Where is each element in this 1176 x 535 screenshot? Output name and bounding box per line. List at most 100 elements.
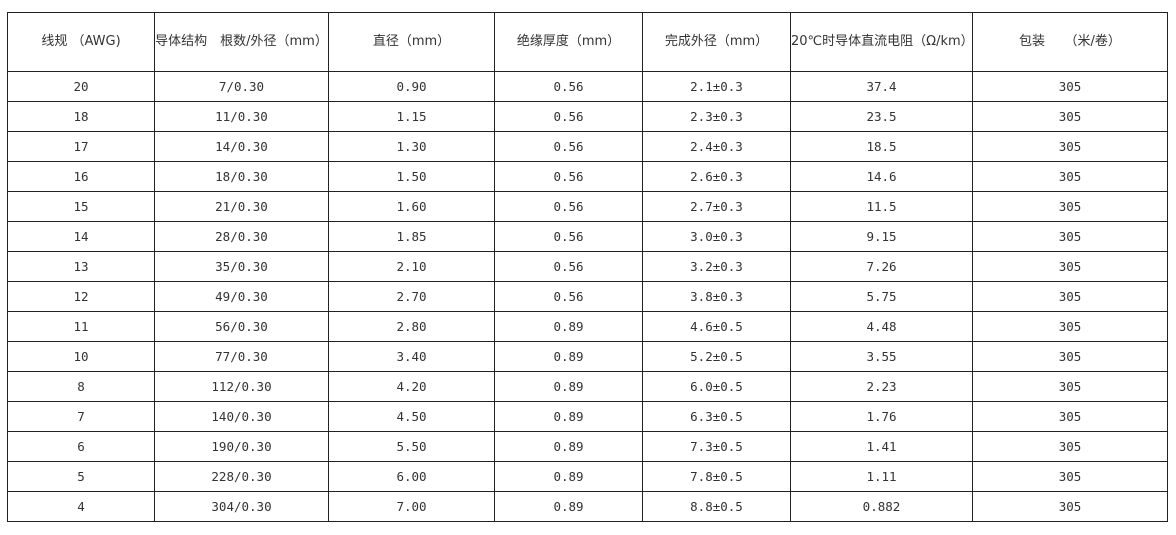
table-cell: 11 [7,311,155,342]
table-cell: 0.89 [494,491,643,522]
table-cell: 4.48 [790,311,973,342]
table-cell: 37.4 [790,71,973,102]
table-cell: 2.7±0.3 [642,191,791,222]
table-cell: 8.8±0.5 [642,491,791,522]
table-cell: 21/0.30 [154,191,329,222]
table-cell: 2.23 [790,371,973,402]
table-row: 6 190/0.30 5.50 0.89 7.3±0.5 1.41 305 [7,431,1168,462]
table-cell: 2.70 [328,281,495,312]
table-cell: 0.89 [494,431,643,462]
table-cell: 0.56 [494,251,643,282]
table-row: 15 21/0.30 1.60 0.56 2.7±0.3 11.5 305 [7,191,1168,222]
table-cell: 0.56 [494,191,643,222]
table-cell: 20 [7,71,155,102]
table-cell: 6.3±0.5 [642,401,791,432]
table-cell: 4.20 [328,371,495,402]
table-cell: 140/0.30 [154,401,329,432]
column-header: 直径（mm） [328,12,495,72]
table-row: 8 112/0.30 4.20 0.89 6.0±0.5 2.23 305 [7,371,1168,402]
table-cell: 35/0.30 [154,251,329,282]
table-cell: 1.41 [790,431,973,462]
table-cell: 5.75 [790,281,973,312]
table-cell: 18 [7,101,155,132]
table-cell: 4.6±0.5 [642,311,791,342]
table-cell: 304/0.30 [154,491,329,522]
table-cell: 7.00 [328,491,495,522]
table-cell: 2.10 [328,251,495,282]
table-cell: 1.85 [328,221,495,252]
table-row: 16 18/0.30 1.50 0.56 2.6±0.3 14.6 305 [7,161,1168,192]
table-cell: 56/0.30 [154,311,329,342]
table-cell: 1.60 [328,191,495,222]
table-cell: 14/0.30 [154,131,329,162]
table-cell: 9.15 [790,221,973,252]
table-cell: 18.5 [790,131,973,162]
table-cell: 305 [972,341,1168,372]
table-cell: 4.50 [328,401,495,432]
table-cell: 5 [7,461,155,492]
table-cell: 8 [7,371,155,402]
table-row: 10 77/0.30 3.40 0.89 5.2±0.5 3.55 305 [7,341,1168,372]
table-cell: 0.56 [494,131,643,162]
table-cell: 0.56 [494,71,643,102]
table-cell: 7 [7,401,155,432]
column-header: 导体结构 根数/外径（mm） [154,12,329,72]
table-cell: 305 [972,221,1168,252]
table-row: 12 49/0.30 2.70 0.56 3.8±0.3 5.75 305 [7,281,1168,312]
table-cell: 3.0±0.3 [642,221,791,252]
table-cell: 4 [7,491,155,522]
wire-spec-table: 线规 （AWG) 导体结构 根数/外径（mm） 直径（mm） 绝缘厚度（mm） 完成外径… [7,12,1168,522]
table-row: 14 28/0.30 1.85 0.56 3.0±0.3 9.15 305 [7,221,1168,252]
table-cell: 2.6±0.3 [642,161,791,192]
table-cell: 3.40 [328,341,495,372]
table-cell: 10 [7,341,155,372]
table-cell: 305 [972,161,1168,192]
table-cell: 0.89 [494,371,643,402]
table-cell: 305 [972,281,1168,312]
table-cell: 1.30 [328,131,495,162]
table-cell: 7/0.30 [154,71,329,102]
table-cell: 16 [7,161,155,192]
column-header: 线规 （AWG) [7,12,155,72]
table-cell: 1.50 [328,161,495,192]
table-row: 11 56/0.30 2.80 0.89 4.6±0.5 4.48 305 [7,311,1168,342]
table-cell: 2.80 [328,311,495,342]
table-cell: 23.5 [790,101,973,132]
table-cell: 305 [972,371,1168,402]
table-cell: 28/0.30 [154,221,329,252]
table-cell: 305 [972,101,1168,132]
table-cell: 17 [7,131,155,162]
column-header: 完成外径（mm） [642,12,791,72]
table-row: 13 35/0.30 2.10 0.56 3.2±0.3 7.26 305 [7,251,1168,282]
column-header: 20℃时导体直流电阻（Ω/km） [790,12,974,72]
table-cell: 0.89 [494,401,643,432]
table-cell: 7.3±0.5 [642,431,791,462]
table-cell: 305 [972,431,1168,462]
table-cell: 0.56 [494,281,643,312]
table-cell: 1.76 [790,401,973,432]
table-cell: 305 [972,71,1168,102]
table-cell: 3.55 [790,341,973,372]
table-cell: 11/0.30 [154,101,329,132]
table-cell: 305 [972,311,1168,342]
table-cell: 305 [972,251,1168,282]
table-cell: 3.8±0.3 [642,281,791,312]
table-cell: 14.6 [790,161,973,192]
table-cell: 1.15 [328,101,495,132]
table-row: 7 140/0.30 4.50 0.89 6.3±0.5 1.76 305 [7,401,1168,432]
table-cell: 12 [7,281,155,312]
table-cell: 7.8±0.5 [642,461,791,492]
column-header: 包装 （米/卷） [972,12,1168,72]
table-cell: 6 [7,431,155,462]
table-cell: 305 [972,401,1168,432]
table-cell: 0.89 [494,341,643,372]
table-cell: 228/0.30 [154,461,329,492]
table-cell: 112/0.30 [154,371,329,402]
table-cell: 6.00 [328,461,495,492]
table-cell: 190/0.30 [154,431,329,462]
table-cell: 0.89 [494,461,643,492]
table-cell: 2.3±0.3 [642,101,791,132]
table-cell: 5.2±0.5 [642,341,791,372]
table-cell: 15 [7,191,155,222]
table-row: 18 11/0.30 1.15 0.56 2.3±0.3 23.5 305 [7,101,1168,132]
